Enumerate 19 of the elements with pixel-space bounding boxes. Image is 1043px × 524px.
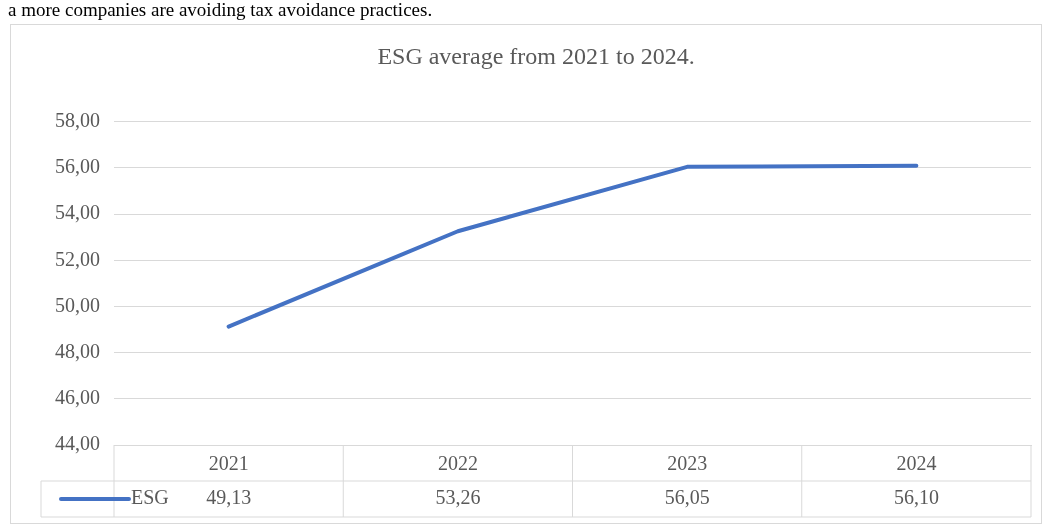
y-tick-label: 54,00 <box>55 201 100 224</box>
chart-title: ESG average from 2021 to 2024. <box>377 42 695 69</box>
y-tick-label: 58,00 <box>55 109 100 132</box>
x-tick-label: 2021 <box>208 452 249 475</box>
legend-label: ESG <box>131 486 169 509</box>
data-label: 56,10 <box>893 486 939 509</box>
data-label: 53,26 <box>435 486 481 509</box>
text: a more companies are avoiding tax avoidance practices. <box>7 0 434 22</box>
y-tick-label: 50,00 <box>55 293 100 316</box>
data-label: 49,13 <box>206 486 252 509</box>
y-tick-label: 46,00 <box>55 386 100 409</box>
y-tick-label: 44,00 <box>55 432 100 455</box>
x-tick-label: 2024 <box>896 452 937 475</box>
data-label: 56,05 <box>664 486 710 509</box>
y-tick-label: 56,00 <box>55 155 100 178</box>
x-tick-label: 2023 <box>667 452 708 475</box>
y-tick-label: 52,00 <box>55 247 100 270</box>
x-tick-label: 2022 <box>437 452 478 475</box>
y-tick-label: 48,00 <box>55 339 100 362</box>
